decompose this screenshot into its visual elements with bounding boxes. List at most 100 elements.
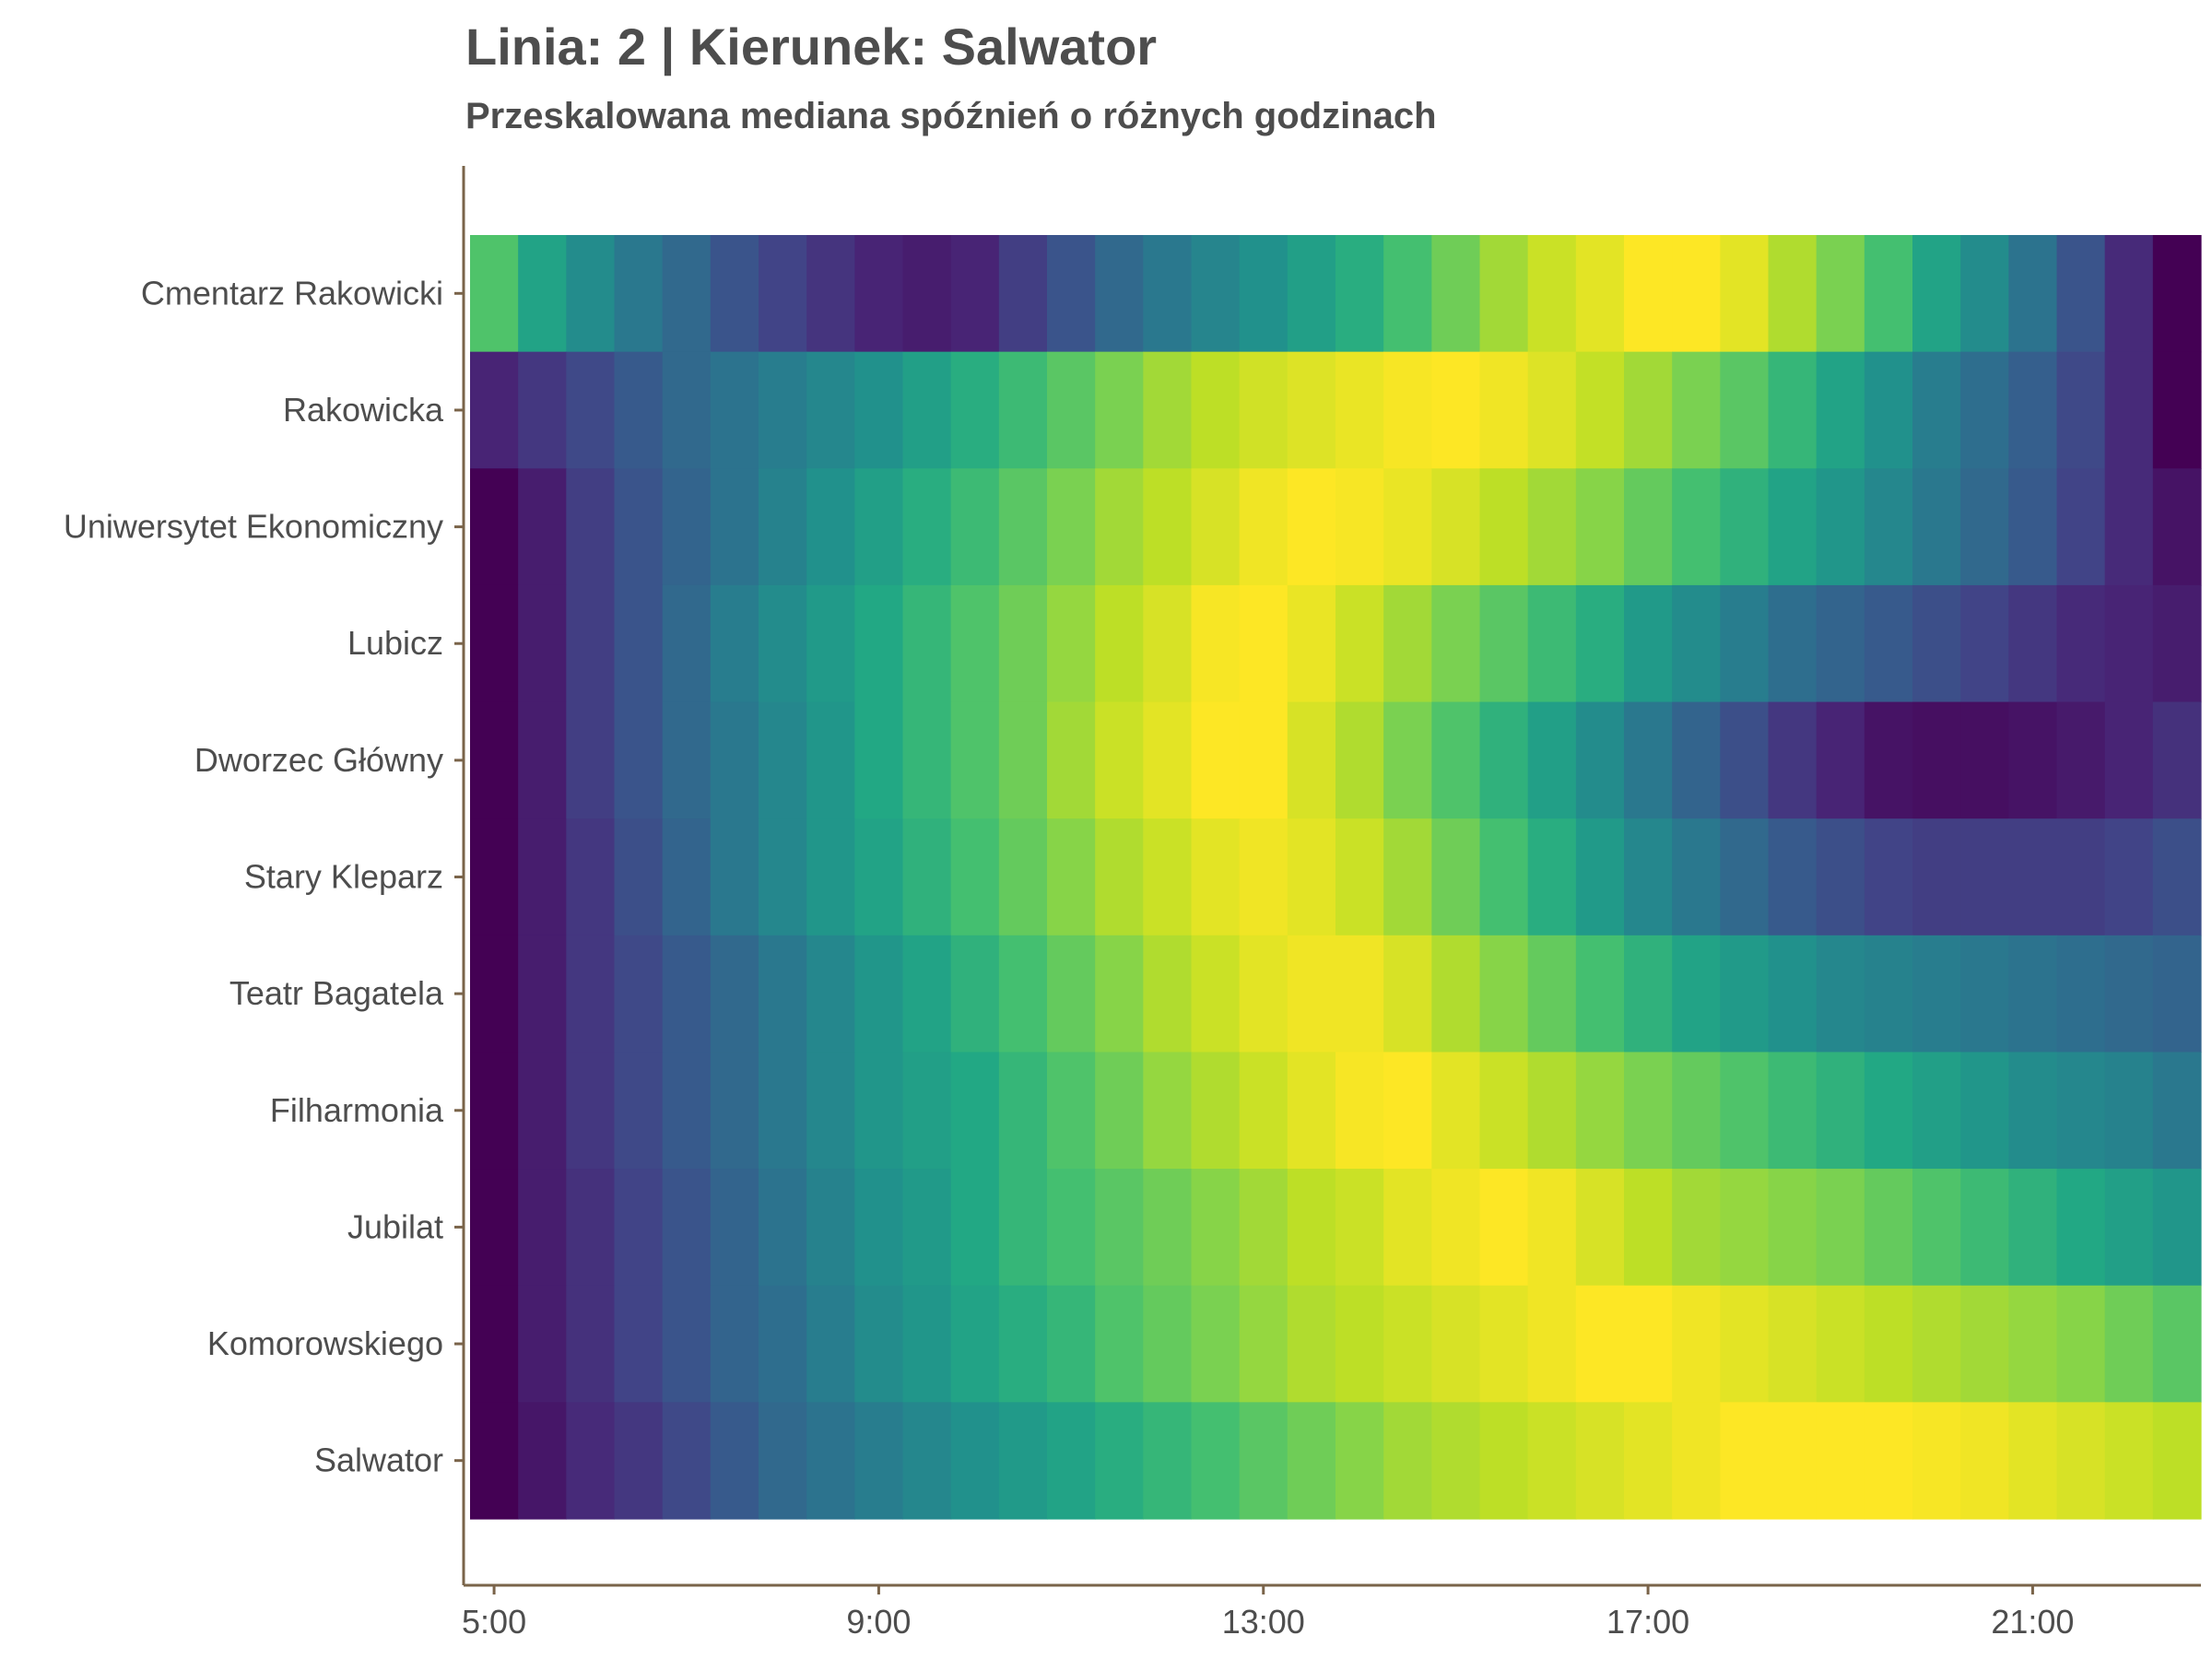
heatmap-cell	[1864, 1402, 1913, 1520]
heatmap-cell	[1143, 351, 1193, 469]
heatmap-cell	[1287, 1052, 1336, 1170]
chart-title: Linia: 2 | Kierunek: Salwator	[465, 18, 1158, 76]
heatmap-cell	[1239, 701, 1288, 819]
heatmap-cell	[1095, 1052, 1144, 1170]
heatmap-cell	[614, 1169, 664, 1287]
heatmap-cell	[1335, 1402, 1384, 1520]
heatmap-cell	[2104, 1285, 2154, 1403]
heatmap-cell	[806, 818, 855, 936]
heatmap-cell	[518, 468, 567, 586]
heatmap-cell	[1479, 468, 1529, 586]
heatmap-cell	[1672, 584, 1721, 703]
heatmap-cell	[1143, 1402, 1193, 1520]
heatmap-cell	[1383, 701, 1432, 819]
heatmap-cell	[1479, 235, 1529, 353]
heatmap-cell	[1624, 701, 1673, 819]
heatmap-cell	[1960, 1169, 2009, 1287]
heatmap-cell	[1672, 1402, 1721, 1520]
heatmap-cell	[1527, 1285, 1577, 1403]
heatmap-cell	[1191, 818, 1241, 936]
heatmap-cell	[1047, 818, 1096, 936]
heatmap-cell	[2008, 235, 2058, 353]
heatmap-cell	[759, 701, 807, 819]
heatmap-cell	[950, 1402, 1000, 1520]
heatmap-cell	[950, 818, 1000, 936]
heatmap-cell	[1864, 1285, 1913, 1403]
heatmap-cell	[566, 935, 616, 1053]
heatmap-cell	[566, 701, 616, 819]
heatmap-cell	[998, 701, 1048, 819]
heatmap-cell	[1624, 235, 1673, 353]
heatmap-cell	[614, 701, 664, 819]
heatmap-cell	[614, 584, 664, 703]
heatmap-cell	[1816, 1285, 1865, 1403]
heatmap-cell	[2152, 701, 2202, 819]
heatmap-cell	[854, 1169, 904, 1287]
heatmap-cell	[2104, 1169, 2154, 1287]
heatmap-cell	[1575, 701, 1625, 819]
heatmap-cell	[2152, 935, 2202, 1053]
heatmap-cell	[1720, 468, 1770, 586]
heatmap-cell	[710, 818, 759, 936]
y-tick-label: Uniwersytet Ekonomiczny	[64, 508, 443, 546]
heatmap-cell	[662, 701, 712, 819]
heatmap-cell	[1624, 584, 1673, 703]
heatmap-cell	[1768, 1402, 1818, 1520]
heatmap-cell	[470, 351, 519, 469]
heatmap-cell	[1768, 935, 1818, 1053]
heatmap-cell	[1575, 235, 1625, 353]
heatmap-cell	[1624, 351, 1673, 469]
heatmap-cell	[1864, 235, 1913, 353]
heatmap-cell	[1143, 935, 1193, 1053]
heatmap-cell	[1864, 701, 1913, 819]
heatmap-cell	[1912, 818, 1961, 936]
heatmap-cell	[1720, 818, 1770, 936]
heatmap-cell	[854, 1052, 904, 1170]
heatmap-cell	[614, 935, 664, 1053]
heatmap-cell	[2152, 235, 2202, 353]
heatmap-cell	[1335, 701, 1384, 819]
heatmap-cell	[1720, 701, 1770, 819]
heatmap-cell	[1720, 1169, 1770, 1287]
heatmap-cell	[1960, 1285, 2009, 1403]
heatmap-cell	[1816, 701, 1865, 819]
chart-subtitle: Przeskalowana mediana spóźnień o różnych…	[465, 96, 1437, 136]
y-tick-label: Teatr Bagatela	[229, 974, 444, 1012]
heatmap-cell	[2152, 584, 2202, 703]
heatmap-cell	[1960, 1052, 2009, 1170]
x-tick-label: 21:00	[1991, 1603, 2074, 1641]
heatmap-cell	[1624, 1052, 1673, 1170]
heatmap-cell	[566, 1052, 616, 1170]
heatmap-cell	[518, 584, 567, 703]
heatmap-cell	[998, 818, 1048, 936]
heatmap-cell	[518, 1169, 567, 1287]
heatmap-cell	[902, 1285, 952, 1403]
heatmap-cell	[1575, 1169, 1625, 1287]
heatmap-cell	[806, 235, 855, 353]
heatmap-cell	[1239, 1052, 1288, 1170]
heatmap-cell	[2104, 468, 2154, 586]
heatmap-cell	[1527, 235, 1577, 353]
heatmap-cell	[2056, 584, 2106, 703]
heatmap-cell	[710, 1169, 759, 1287]
heatmap-cell	[2104, 351, 2154, 469]
heatmap-cell	[998, 235, 1048, 353]
heatmap-cell	[470, 1285, 519, 1403]
heatmap-cell	[1383, 1052, 1432, 1170]
heatmap-cell	[662, 818, 712, 936]
heatmap-cell	[470, 701, 519, 819]
heatmap-cell	[1239, 1285, 1288, 1403]
heatmap-cell	[1864, 1052, 1913, 1170]
heatmap-cell	[1768, 701, 1818, 819]
heatmap-cell	[806, 468, 855, 586]
y-tick-label: Komorowskiego	[207, 1324, 443, 1362]
heatmap-cell	[1960, 351, 2009, 469]
heatmap-cell	[518, 818, 567, 936]
y-tick-label: Rakowicka	[283, 391, 444, 429]
heatmap-cell	[2152, 1169, 2202, 1287]
heatmap-cell	[566, 1169, 616, 1287]
heatmap-cell	[470, 1052, 519, 1170]
y-tick-label: Stary Kleparz	[244, 858, 443, 896]
heatmap-cell	[1239, 351, 1288, 469]
